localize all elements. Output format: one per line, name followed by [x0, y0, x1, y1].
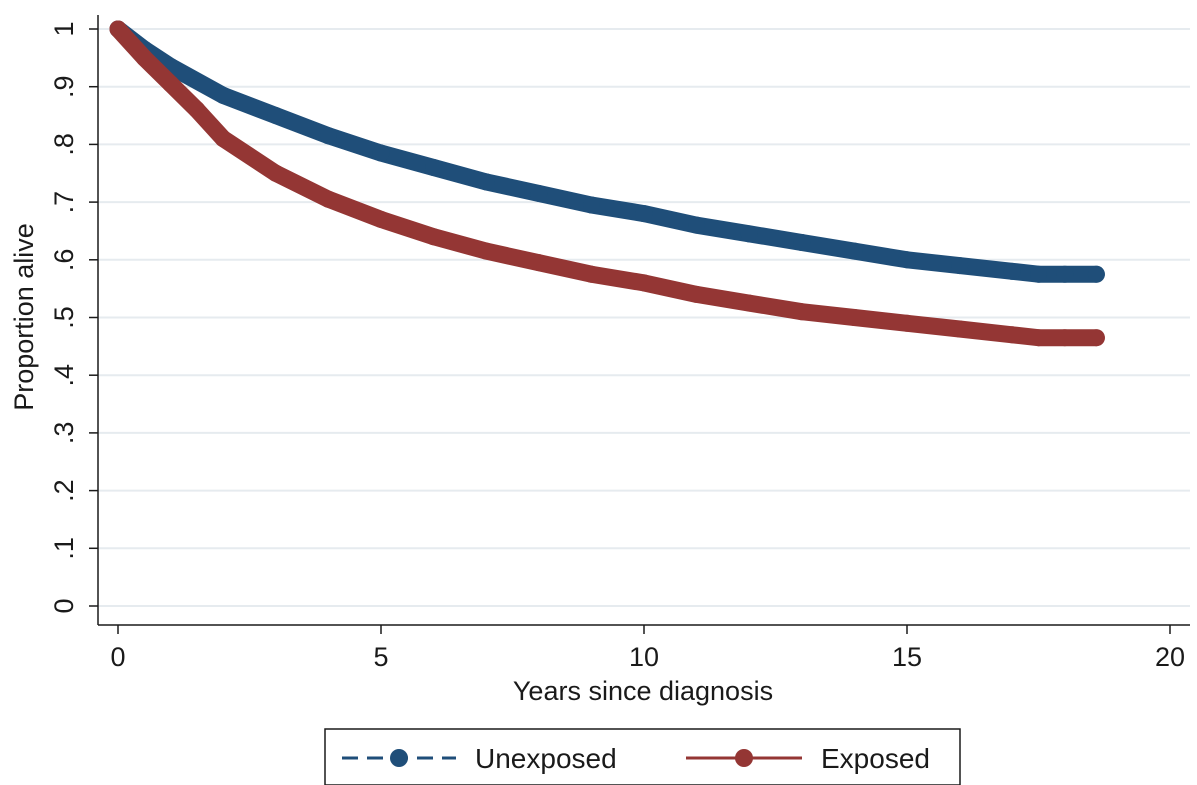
series-point-unexposed-3: [214, 86, 232, 104]
series-point-exposed-10: [530, 254, 548, 272]
series-point-exposed-3: [188, 101, 206, 119]
series-point-unexposed-4: [267, 107, 285, 125]
series-point-unexposed-18: [1003, 262, 1021, 280]
series-point-exposed-2: [162, 75, 180, 93]
series-point-exposed-7: [372, 210, 390, 228]
x-tick-label-3: 15: [892, 642, 922, 672]
x-tick-label-1: 5: [373, 642, 388, 672]
series-layer: [109, 20, 1105, 347]
series-point-exposed-5: [267, 164, 285, 182]
y-tick-label-1: .1: [49, 537, 79, 560]
legend-marker-unexposed: [390, 749, 408, 767]
series-point-exposed-4: [214, 130, 232, 148]
series-point-unexposed-13: [740, 225, 758, 243]
x-tick-label-4: 20: [1155, 642, 1185, 672]
series-point-exposed-22: [1087, 329, 1105, 347]
y-tick-label-9: .9: [49, 75, 79, 98]
x-tick-label-2: 10: [629, 642, 659, 672]
series-point-exposed-21: [1056, 329, 1074, 347]
series-point-unexposed-14: [793, 233, 811, 251]
y-tick-label-7: .7: [49, 191, 79, 214]
series-line-exposed: [109, 20, 1105, 347]
series-point-exposed-20: [1030, 329, 1047, 347]
y-tick-label-8: .8: [49, 133, 79, 156]
grid-layer: [98, 28, 1190, 607]
series-line-unexposed: [109, 20, 1105, 283]
y-tick-label-5: .5: [49, 306, 79, 329]
series-point-exposed-15: [793, 303, 811, 321]
y-tick-label-0: 0: [49, 598, 79, 613]
series-point-exposed-6: [319, 190, 337, 208]
series-point-unexposed-21: [1087, 265, 1105, 283]
y-tick-label-10: 1: [49, 21, 79, 36]
x-tick-label-0: 0: [110, 642, 125, 672]
series-point-exposed-12: [635, 274, 653, 292]
y-tick-label-2: .2: [49, 479, 79, 502]
series-point-unexposed-9: [530, 184, 548, 202]
series-point-unexposed-19: [1030, 265, 1047, 283]
series-point-exposed-18: [951, 320, 969, 338]
y-tick-label-6: .6: [49, 249, 79, 272]
series-point-unexposed-20: [1056, 265, 1074, 283]
series-point-exposed-11: [582, 265, 600, 283]
legend-label-unexposed: Unexposed: [475, 743, 617, 774]
y-axis-title: Proportion alive: [9, 223, 39, 411]
axis-layer: 0.1.2.3.4.5.6.7.8.910 5 10 15 20: [49, 15, 1190, 672]
series-point-exposed-9: [477, 242, 495, 260]
series-point-unexposed-10: [582, 196, 600, 214]
legend: Unexposed Exposed: [324, 728, 961, 785]
series-point-exposed-13: [688, 285, 706, 303]
series-point-unexposed-8: [477, 173, 495, 191]
series-point-unexposed-16: [898, 251, 916, 269]
legend-label-exposed: Exposed: [821, 743, 930, 774]
series-point-exposed-0: [109, 20, 127, 38]
series-point-unexposed-11: [635, 205, 653, 223]
series-point-unexposed-17: [951, 257, 969, 275]
series-point-unexposed-7: [425, 158, 443, 176]
series-point-unexposed-6: [372, 144, 390, 162]
series-point-exposed-16: [845, 309, 863, 326]
series-point-unexposed-12: [688, 216, 706, 234]
series-point-unexposed-15: [845, 242, 863, 260]
series-point-exposed-8: [425, 228, 443, 246]
x-axis-title: Years since diagnosis: [513, 676, 773, 706]
series-point-unexposed-5: [319, 127, 337, 145]
series-point-exposed-14: [740, 294, 758, 312]
series-point-exposed-1: [135, 49, 153, 67]
legend-marker-exposed: [735, 749, 753, 767]
y-tick-label-3: .3: [49, 422, 79, 445]
y-tick-label-4: .4: [49, 364, 79, 387]
series-point-exposed-19: [1003, 326, 1021, 344]
series-point-exposed-17: [898, 314, 916, 332]
